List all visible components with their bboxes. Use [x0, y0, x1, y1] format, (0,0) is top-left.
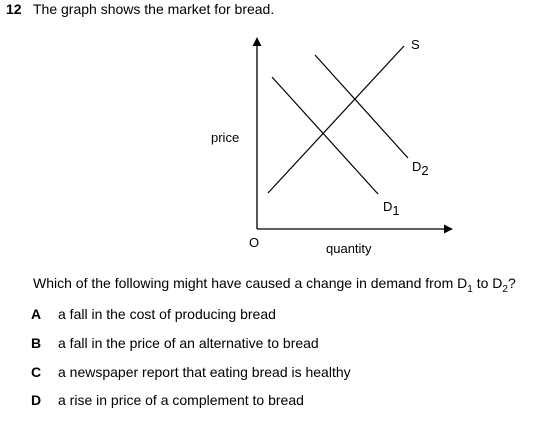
option-text: a newspaper report that eating bread is …: [58, 364, 351, 380]
market-graph: price quantity O S D1 D2: [0, 0, 548, 270]
option-text: a fall in the cost of producing bread: [58, 306, 276, 322]
option-letter: B: [31, 335, 58, 351]
x-axis-label: quantity: [326, 241, 372, 256]
option-text: a rise in price of a complement to bread: [58, 392, 304, 408]
option-letter: A: [31, 306, 58, 322]
supply-curve: [268, 46, 404, 193]
y-axis-label: price: [211, 130, 239, 145]
demand-curve-1: [272, 77, 378, 194]
option-letter: D: [31, 392, 58, 408]
demand-1-label: D1: [383, 199, 400, 218]
demand-curve-2: [315, 55, 408, 158]
supply-label: S: [411, 37, 420, 52]
origin-label: O: [249, 235, 259, 250]
question-prompt: Which of the following might have caused…: [33, 275, 516, 295]
demand-2-label: D2: [412, 159, 429, 178]
option-letter: C: [31, 364, 58, 380]
option-text: a fall in the price of an alternative to…: [58, 335, 319, 351]
